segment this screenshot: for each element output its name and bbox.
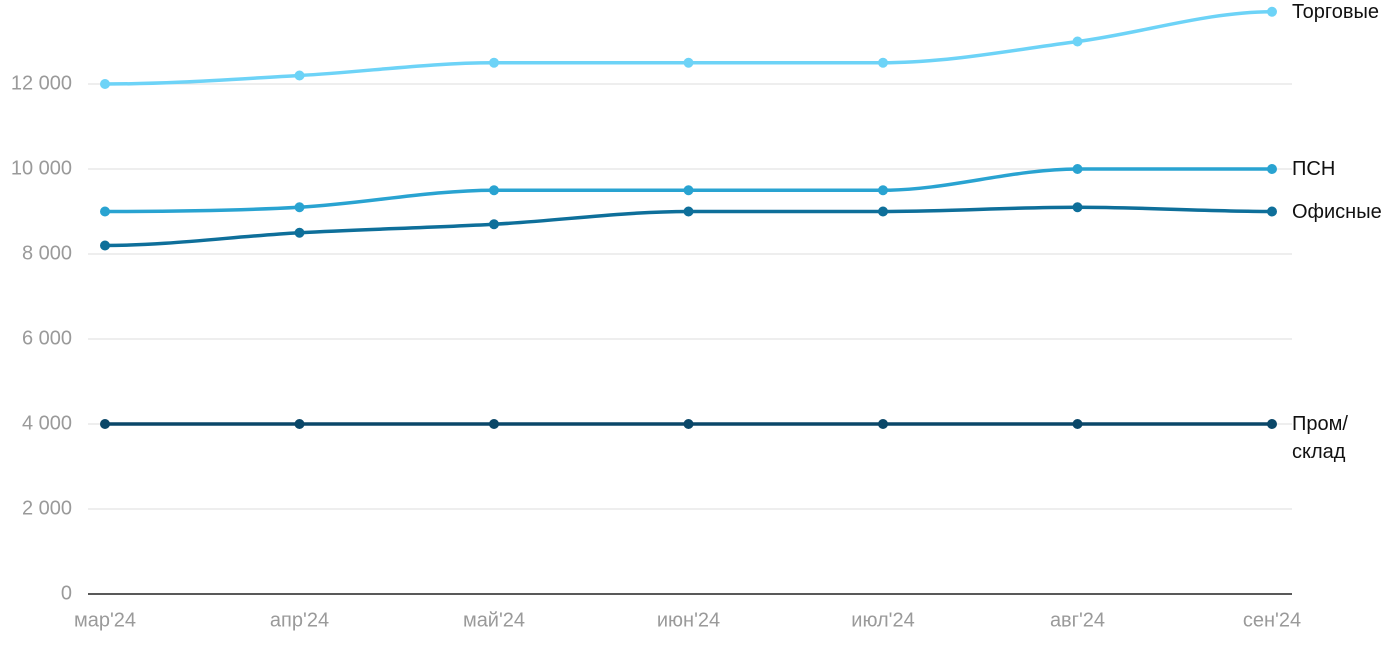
data-point: [100, 240, 110, 251]
data-point: [100, 79, 110, 89]
y-tick-label: 0: [61, 582, 72, 604]
data-point: [1267, 6, 1277, 17]
x-tick-label: апр'24: [270, 609, 329, 631]
data-point: [683, 185, 694, 196]
data-point: [100, 206, 110, 217]
data-point: [294, 419, 305, 429]
data-point: [878, 57, 888, 68]
data-point: [294, 70, 305, 81]
y-tick-label: 10 000: [11, 157, 72, 179]
x-tick-label: мар'24: [74, 609, 136, 631]
x-tick-label: июн'24: [657, 609, 720, 631]
data-point: [878, 185, 888, 196]
data-point: [294, 227, 305, 238]
y-tick-label: 6 000: [22, 327, 72, 349]
data-point: [1072, 36, 1083, 47]
series-label: ПСН: [1292, 158, 1336, 180]
data-point: [683, 57, 694, 68]
x-tick-label: июл'24: [851, 609, 914, 631]
x-tick-label: авг'24: [1050, 609, 1105, 631]
data-point: [878, 206, 888, 217]
data-point: [878, 419, 888, 429]
y-tick-label: 8 000: [22, 242, 72, 264]
data-point: [1267, 206, 1277, 217]
data-point: [489, 185, 499, 196]
data-point: [100, 419, 110, 429]
data-point: [294, 202, 305, 213]
y-tick-label: 2 000: [22, 497, 72, 519]
x-tick-label: сен'24: [1243, 609, 1301, 631]
data-point: [489, 57, 499, 68]
data-point: [1267, 419, 1277, 429]
data-point: [1072, 202, 1083, 213]
data-point: [1072, 164, 1083, 174]
data-point: [1267, 164, 1277, 174]
y-tick-label: 4 000: [22, 412, 72, 434]
data-point: [683, 419, 694, 429]
series-label: Торговые: [1292, 0, 1380, 23]
series-line: [104, 10, 1273, 86]
x-tick-label: май'24: [463, 609, 525, 631]
data-point: [683, 206, 694, 217]
y-tick-label: 12 000: [11, 72, 72, 94]
data-point: [489, 219, 499, 230]
series-label: Пром/ склад: [1292, 413, 1348, 463]
data-point: [1072, 419, 1083, 429]
data-point: [489, 419, 499, 429]
series-label: Офисные: [1292, 200, 1382, 223]
